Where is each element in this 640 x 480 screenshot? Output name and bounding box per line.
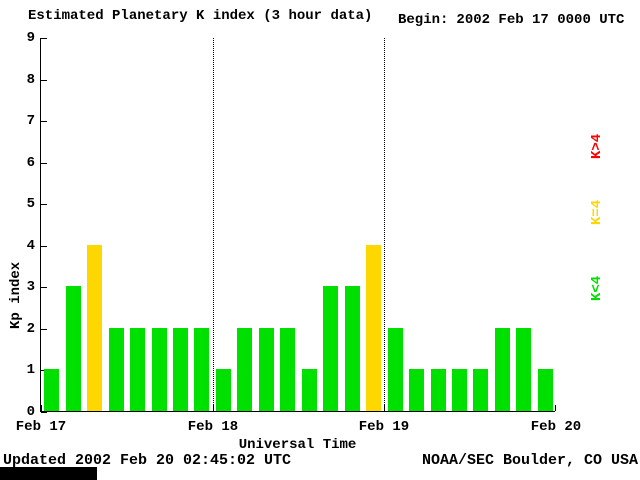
kp-bar	[237, 327, 253, 411]
y-tick-label: 3	[26, 279, 35, 295]
begin-value: 2002 Feb 17 0000 UTC	[456, 12, 625, 28]
y-tick	[41, 287, 47, 288]
kp-bar	[387, 327, 403, 411]
kp-bar	[516, 327, 532, 411]
y-tick-label: 2	[26, 321, 35, 337]
y-tick-label: 4	[26, 238, 35, 254]
y-tick-label: 1	[26, 362, 35, 378]
x-tick-label: Feb 17	[15, 419, 67, 435]
kp-bar	[301, 369, 317, 411]
kp-bar	[173, 327, 188, 411]
x-tick	[555, 405, 556, 411]
kp-bar	[215, 369, 231, 411]
kp-bar	[494, 327, 510, 411]
kp-bar	[409, 369, 424, 411]
kp-bar	[344, 286, 360, 411]
begin-label: Begin:	[398, 12, 449, 28]
kp-bar	[451, 369, 467, 411]
y-tick-label: 7	[26, 113, 35, 129]
y-tick-label: 6	[26, 155, 35, 171]
chart-title: Estimated Planetary K index (3 hour data…	[28, 8, 373, 24]
kp-bar	[258, 327, 274, 411]
y-tick	[41, 163, 47, 164]
day-boundary-gridline	[212, 38, 214, 411]
y-tick	[41, 370, 47, 371]
y-tick-label: 0	[26, 404, 35, 420]
y-tick	[41, 246, 47, 247]
y-tick-label: 5	[26, 196, 35, 212]
x-tick	[212, 405, 214, 411]
kp-bar	[366, 244, 382, 411]
y-tick	[41, 329, 47, 330]
y-tick	[41, 204, 47, 205]
credit-text: NOAA/SEC Boulder, CO USA	[421, 452, 638, 469]
x-tick-label: Feb 19	[358, 419, 410, 435]
y-tick	[41, 121, 47, 122]
kp-bar	[537, 369, 553, 411]
x-axis-label: Universal Time	[238, 437, 357, 453]
day-boundary-gridline	[384, 38, 386, 411]
kp-bar	[151, 327, 167, 411]
kp-bar	[65, 286, 81, 411]
y-tick	[41, 412, 47, 413]
legend-k-lt-4: K<4	[589, 275, 605, 301]
y-tick-label: 9	[26, 30, 35, 46]
x-tick	[384, 405, 386, 411]
kp-bar	[130, 327, 146, 411]
y-tick-label: 8	[26, 72, 35, 88]
black-corner-box	[0, 467, 97, 480]
kp-bar	[87, 244, 103, 411]
kp-bar	[473, 369, 489, 411]
y-tick	[41, 38, 47, 39]
kp-bar	[323, 286, 339, 411]
kp-bar	[194, 327, 210, 411]
legend-k-gt-4: K>4	[589, 133, 605, 159]
plot-area: 0 1 2 3 4 5 6 7 8 9 Feb 17 Feb 18 Feb 19 Feb 20	[16, 30, 581, 435]
kp-bar	[280, 327, 296, 411]
x-tick-label: Feb 20	[530, 419, 582, 435]
updated-timestamp: Updated 2002 Feb 20 02:45:02 UTC	[3, 452, 292, 469]
legend-k-eq-4: K=4	[589, 199, 605, 225]
x-tick-label: Feb 18	[187, 419, 239, 435]
kp-bar	[44, 369, 60, 411]
y-tick	[41, 80, 47, 81]
kp-bar	[430, 369, 446, 411]
x-tick	[41, 405, 42, 411]
kp-bar	[108, 327, 124, 411]
begin-timestamp: Begin: 2002 Feb 17 0000 UTC	[398, 12, 624, 28]
